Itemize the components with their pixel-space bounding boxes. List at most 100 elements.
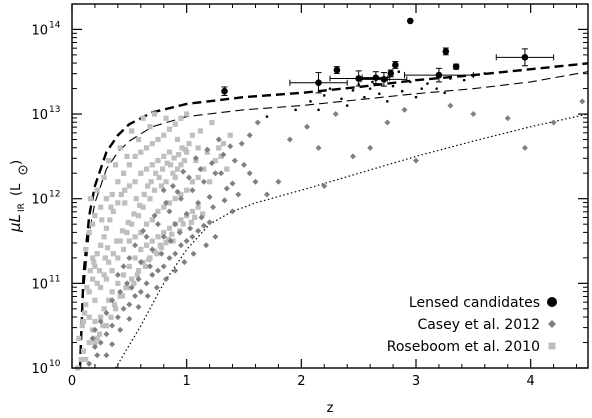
roseboom-point — [155, 136, 161, 143]
casey-point — [151, 212, 158, 219]
roseboom-point — [102, 255, 108, 261]
casey-point — [86, 360, 93, 367]
y-tick-label: 10 13 — [31, 105, 60, 123]
roseboom-point — [166, 225, 173, 231]
y-tick-label: 10 14 — [31, 20, 60, 38]
roseboom-point — [142, 263, 148, 270]
roseboom-point — [109, 191, 115, 198]
casey-point — [220, 151, 227, 158]
casey-point — [384, 119, 391, 126]
roseboom-point — [149, 217, 155, 223]
casey-point — [218, 170, 225, 177]
legend-label: Lensed candidates — [409, 295, 540, 311]
casey-point — [91, 343, 98, 350]
roseboom-point — [103, 276, 109, 282]
roseboom-point — [138, 229, 144, 236]
roseboom-point — [126, 263, 132, 270]
roseboom-point — [149, 162, 155, 168]
lensed-candidate — [387, 69, 395, 78]
lensed-point — [333, 66, 341, 74]
casey-point — [163, 276, 170, 283]
x-axis-ticks: 0 1 2 3 4 — [68, 4, 578, 389]
roseboom-point — [143, 242, 150, 248]
roseboom-point — [224, 166, 230, 172]
lensed-candidate — [406, 17, 414, 25]
roseboom-point — [119, 293, 126, 299]
plot-frame — [71, 3, 589, 369]
casey-point — [167, 238, 174, 245]
y-label-subscript: IR — [17, 203, 27, 212]
roseboom-point — [87, 268, 93, 274]
roseboom-point — [161, 153, 167, 159]
roseboom-point — [135, 136, 142, 143]
casey-point — [132, 293, 139, 300]
lensed-candidate — [289, 72, 348, 94]
roseboom-point — [163, 240, 169, 246]
roseboom-point — [112, 306, 119, 312]
roseboom-point — [200, 211, 206, 217]
casey-point — [550, 119, 557, 126]
casey-point — [128, 284, 135, 291]
roseboom-point — [83, 356, 89, 363]
casey-point — [349, 153, 356, 160]
roseboom-point — [121, 272, 127, 278]
roseboom-point — [141, 191, 147, 198]
y-tick-label: 10 11 — [31, 274, 60, 292]
thick-dashed-curve — [78, 62, 589, 369]
lensed-point — [521, 54, 529, 61]
roseboom-point — [163, 115, 169, 121]
casey-point — [263, 191, 270, 198]
casey-point — [109, 341, 116, 348]
roseboom-point — [101, 306, 107, 312]
casey-point — [367, 144, 374, 151]
casey-point — [181, 259, 188, 266]
casey-point — [185, 174, 192, 181]
roseboom-point — [78, 356, 84, 363]
sun-symbol-icon — [18, 165, 28, 175]
casey-point — [144, 293, 151, 300]
casey-point — [172, 221, 179, 228]
casey-point — [137, 288, 144, 295]
casey-point — [180, 168, 187, 175]
roseboom-point — [147, 124, 153, 130]
roseboom-point — [79, 323, 85, 329]
casey-point — [521, 144, 528, 151]
lensed-candidate — [442, 47, 450, 56]
faint-source-dot — [449, 77, 452, 80]
roseboom-point — [80, 348, 87, 354]
roseboom-point — [108, 204, 114, 210]
casey-point — [208, 160, 215, 167]
roseboom-point — [156, 174, 162, 181]
casey-point — [126, 315, 133, 322]
roseboom-point — [140, 115, 146, 121]
roseboom-point — [181, 158, 187, 164]
casey-point — [149, 246, 156, 253]
casey-point — [114, 314, 121, 321]
roseboom-point — [178, 162, 184, 168]
casey-point — [160, 263, 167, 270]
casey-point — [401, 106, 408, 113]
roseboom-point — [126, 238, 132, 244]
roseboom-point — [184, 111, 190, 117]
roseboom-point — [157, 242, 163, 248]
roseboom-point — [137, 202, 143, 209]
roseboom-point — [209, 119, 215, 126]
roseboom-point — [161, 204, 167, 210]
model-curves — [78, 62, 589, 369]
roseboom-point — [94, 187, 100, 193]
faint-source-dot — [462, 78, 466, 82]
roseboom-point — [195, 204, 201, 210]
roseboom-point — [148, 179, 154, 185]
legend: Lensed candidates Casey et al. 2012 Rosebo… — [387, 295, 557, 355]
roseboom-point — [174, 136, 181, 143]
y-tick-exponent: 14 — [49, 20, 61, 30]
casey-point — [212, 170, 219, 177]
y-tick-exponent: 10 — [49, 359, 61, 369]
roseboom-point — [218, 153, 224, 159]
y-tick-base: 10 — [31, 108, 48, 123]
lensed-point — [221, 87, 228, 95]
y-tick-base: 10 — [31, 277, 48, 292]
roseboom-point — [145, 183, 151, 189]
roseboom-point — [166, 149, 173, 155]
